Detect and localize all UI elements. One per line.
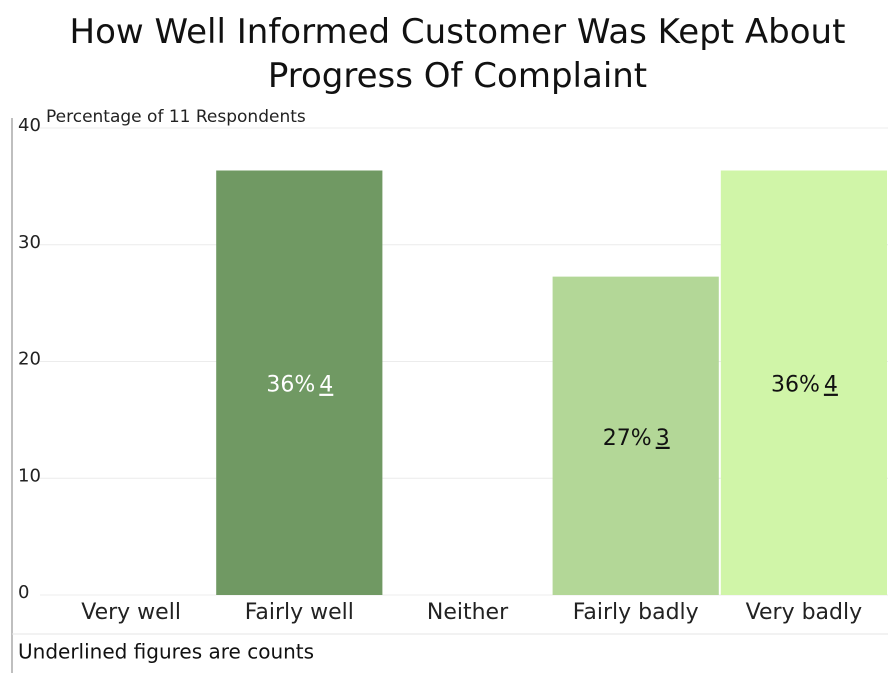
x-tick-label: Fairly well	[245, 600, 354, 625]
value-label: 36%	[771, 373, 820, 398]
y-tick-label: 30	[18, 232, 41, 253]
y-tick-label: 10	[18, 465, 41, 486]
chart-title: How Well Informed Customer Was Kept Abou…	[69, 12, 846, 96]
y-tick-label: 40	[18, 115, 41, 136]
y-tick-label: 20	[18, 349, 41, 370]
count-label: 4	[824, 373, 838, 398]
value-label: 36%	[266, 373, 315, 398]
y-tick-label: 0	[18, 582, 29, 603]
count-label: 3	[656, 426, 670, 451]
footnote: Underlined figures are counts	[18, 640, 314, 664]
x-tick-label: Neither	[427, 600, 509, 625]
x-tick-label: Very well	[81, 600, 181, 625]
x-tick-label: Fairly badly	[573, 600, 699, 625]
y-axis-label: Percentage of 11 Respondents	[46, 107, 306, 127]
bar	[216, 170, 383, 595]
value-label: 27%	[603, 426, 652, 451]
bar	[552, 276, 719, 595]
count-label: 4	[319, 373, 333, 398]
x-tick-label: Very badly	[746, 600, 862, 625]
bar	[720, 170, 887, 595]
